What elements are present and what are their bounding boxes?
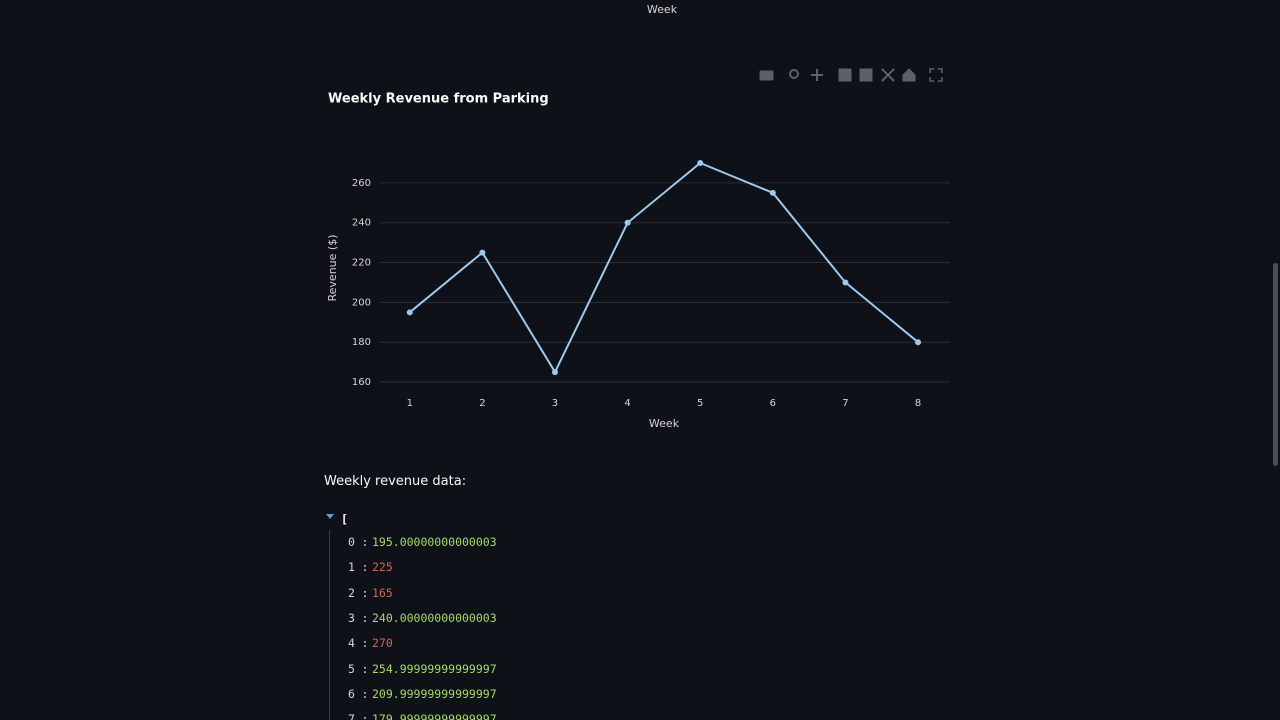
chart: Week Weekly Revenue from Parking Week Re… <box>326 3 950 430</box>
json-row: 4:270 <box>348 636 393 652</box>
autoscale-button[interactable] <box>881 68 895 82</box>
json-value: 179.99999999999997 <box>372 712 497 720</box>
json-row: 5:254.99999999999997 <box>348 662 497 678</box>
json-key: 4 <box>348 636 355 651</box>
y-tick-label: 200 <box>352 297 371 308</box>
json-row: 0:195.00000000000003 <box>348 535 497 551</box>
point <box>479 249 486 256</box>
json-viewer: [ 0:195.00000000000003 1:225 2:165 3:240.00… <box>320 508 920 720</box>
pan-button[interactable] <box>811 69 823 81</box>
line <box>409 161 919 375</box>
json-separator: : <box>361 636 369 651</box>
json-value: 209.99999999999997 <box>372 686 497 701</box>
y-tick-label: 160 <box>352 377 371 388</box>
json-key: 2 <box>348 585 355 600</box>
json-value: 240.00000000000003 <box>372 610 497 625</box>
x-tick-label: 8 <box>915 398 921 409</box>
json-row: 2:165 <box>348 586 393 602</box>
json-separator: : <box>361 661 369 676</box>
json-value: 195.00000000000003 <box>372 535 497 549</box>
zoom-out-button[interactable] <box>859 68 873 82</box>
y-tick-label: 180 <box>352 337 371 348</box>
previous-axis-label: Week <box>647 3 678 16</box>
x-tick-label: 4 <box>624 398 630 409</box>
json-separator: : <box>361 610 369 625</box>
point <box>915 339 922 346</box>
camera-button[interactable] <box>759 70 774 81</box>
x-tick-label: 1 <box>407 398 413 409</box>
json-value: 254.99999999999997 <box>372 661 497 676</box>
scrollbar[interactable] <box>1273 263 1278 466</box>
json-separator: : <box>361 560 369 575</box>
point <box>697 159 704 166</box>
json-separator: : <box>361 535 369 549</box>
json-separator: : <box>361 712 369 720</box>
json-key: 1 <box>348 560 355 575</box>
collapse-toggle[interactable] <box>326 514 334 519</box>
json-key: 6 <box>348 686 355 701</box>
y-tick-label: 220 <box>352 258 371 269</box>
zoom-button[interactable] <box>789 69 799 79</box>
x-axis-label: Week <box>649 417 680 430</box>
json-value: 270 <box>372 636 393 651</box>
x-tick-label: 5 <box>697 398 703 409</box>
y-axis-label: Revenue ($) <box>326 235 339 302</box>
reset-button[interactable] <box>902 68 916 82</box>
zoom-in-button[interactable] <box>838 68 852 82</box>
json-separator: : <box>361 585 369 600</box>
point <box>551 369 558 376</box>
x-tick-label: 7 <box>842 398 848 409</box>
y-tick-label: 240 <box>352 218 371 229</box>
x-tick-label: 6 <box>770 398 776 409</box>
point <box>769 189 776 196</box>
x-tick-label: 3 <box>552 398 558 409</box>
fullscreen-button[interactable] <box>929 68 943 82</box>
json-key: 5 <box>348 661 355 676</box>
chart-title: Weekly Revenue from Parking <box>328 92 549 107</box>
indent-rail <box>329 530 330 720</box>
open-bracket: [ <box>341 512 348 526</box>
point <box>624 219 631 226</box>
json-row: 6:209.99999999999997 <box>348 687 497 703</box>
json-value: 165 <box>372 585 393 600</box>
point <box>842 279 849 286</box>
json-row: 3:240.00000000000003 <box>348 611 497 627</box>
y-tick-label: 260 <box>352 178 371 189</box>
json-key: 7 <box>348 712 355 720</box>
x-tick-label: 2 <box>479 398 485 409</box>
json-row: 1:225 <box>348 560 393 576</box>
point <box>406 309 413 316</box>
toolbar <box>759 68 943 82</box>
json-row: 7:179.99999999999997 <box>348 712 497 720</box>
json-key: 0 <box>348 535 355 549</box>
json-separator: : <box>361 686 369 701</box>
json-value: 225 <box>372 560 393 575</box>
json-key: 3 <box>348 610 355 625</box>
caption: Weekly revenue data: <box>324 474 467 489</box>
